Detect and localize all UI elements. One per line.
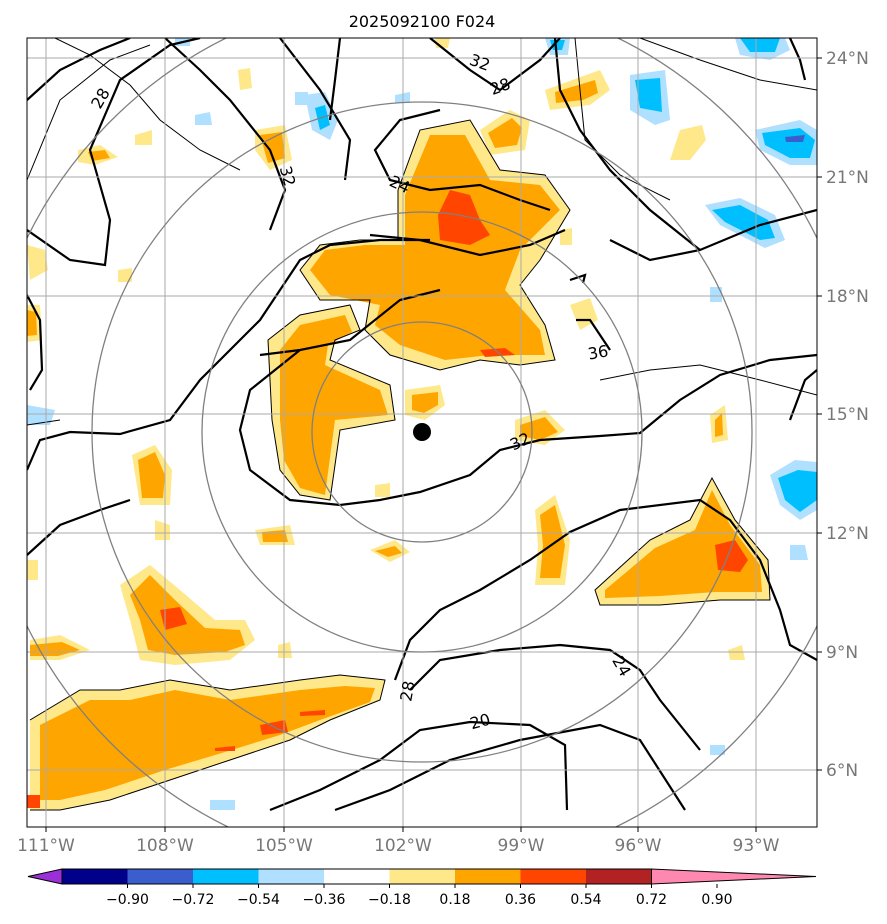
colorbar-segment: [193, 869, 259, 884]
colorbar-segment: [586, 869, 652, 884]
colorbar: −0.90 −0.72 −0.54 −0.36 −0.18 0.18 0.36 0.54 0.7…: [27, 868, 817, 908]
colorbar-segment: [389, 869, 455, 884]
lon-tick-label: 108°W: [136, 836, 194, 856]
range-rings: [27, 38, 817, 827]
colorbar-tick-label: −0.54: [237, 892, 280, 908]
lat-tick-label: 6°N: [826, 761, 858, 781]
colorbar-tick-label: 0.54: [570, 892, 601, 908]
lat-tick-label: 9°N: [826, 643, 858, 663]
isolines: [27, 38, 817, 812]
lon-tick-label: 93°W: [733, 836, 780, 856]
storm-center-marker: [413, 423, 431, 441]
range-ring-3: [91, 101, 753, 763]
map-frame: [26, 37, 818, 828]
colorbar-segment: [258, 869, 324, 884]
colorbar-tick-label: 0.36: [505, 892, 536, 908]
lat-tick-label: 21°N: [826, 168, 869, 188]
colorbar-extend-min: [27, 868, 63, 885]
colorbar-tick-label: −0.72: [172, 892, 215, 908]
lon-tick-label: 96°W: [615, 836, 662, 856]
colorbar-tick-label: −0.36: [303, 892, 346, 908]
lon-tick-label: 111°W: [17, 836, 75, 856]
contour-label: 20: [468, 710, 493, 734]
colorbar-segment: [520, 869, 586, 884]
colorbar-tick-label: 0.18: [439, 892, 470, 908]
map-title: 2025092100 F024: [349, 12, 496, 31]
colorbar-tick-label: 0.72: [636, 892, 667, 908]
colorbar-tick-label: 0.90: [701, 892, 732, 908]
contour-label: 32: [276, 164, 300, 189]
map-layers: 28 32 28 24 32 36 32 28 20 24: [27, 38, 817, 827]
colorbar-tick-label: −0.90: [106, 892, 149, 908]
lat-tick-label: 15°N: [826, 405, 869, 425]
lon-axis: 111°W 108°W 105°W 102°W 99°W 96°W 93°W: [17, 827, 780, 856]
contour-label: 36: [586, 341, 609, 363]
range-ring-1: [311, 321, 533, 543]
lat-axis: 24°N 21°N 18°N 15°N 12°N 9°N 6°N: [817, 49, 869, 781]
colorbar-extend-max: [651, 868, 817, 885]
lat-tick-label: 18°N: [826, 287, 869, 307]
colorbar-segment: [324, 869, 390, 884]
colorbar-frame: [61, 868, 652, 885]
colorbar-segment: [455, 869, 521, 884]
colorbar-segment: [127, 869, 193, 884]
contour-label: 28: [396, 679, 418, 702]
lon-tick-label: 99°W: [498, 836, 545, 856]
colorbar-segment: [62, 869, 128, 884]
thin-contours: [27, 38, 817, 811]
lon-tick-label: 102°W: [374, 836, 432, 856]
lon-tick-label: 105°W: [255, 836, 313, 856]
lat-tick-label: 12°N: [826, 524, 869, 544]
blue-shading: [785, 135, 805, 142]
colorbar-tick-label: −0.18: [368, 892, 411, 908]
range-ring-2: [201, 211, 643, 653]
lat-tick-label: 24°N: [826, 49, 869, 69]
